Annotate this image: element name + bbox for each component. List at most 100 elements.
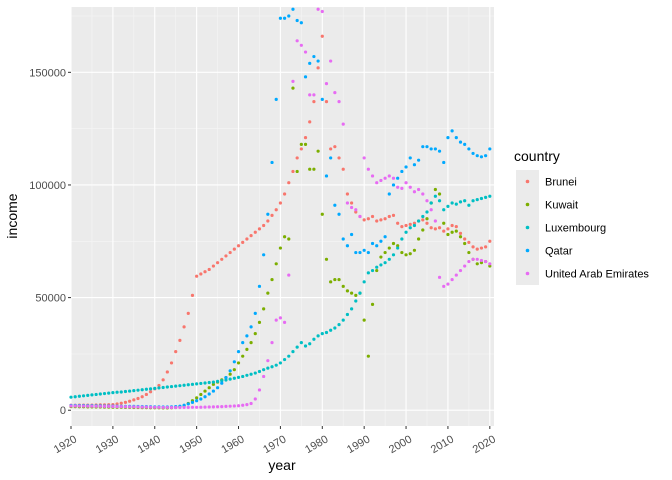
data-point: [475, 262, 479, 266]
data-point: [207, 380, 211, 385]
data-point: [299, 142, 303, 147]
data-point: [366, 250, 370, 255]
data-point: [400, 250, 404, 255]
data-point: [316, 7, 320, 11]
data-point: [329, 328, 333, 332]
data-point: [425, 221, 429, 225]
data-point: [215, 405, 220, 409]
data-point: [249, 325, 253, 329]
x-tick-label: 1930: [94, 433, 121, 456]
data-point: [186, 402, 190, 406]
data-point: [241, 240, 245, 245]
data-point: [324, 174, 329, 178]
data-point: [148, 387, 153, 391]
data-point: [144, 387, 148, 391]
series-luxembourg: [69, 194, 492, 399]
data-point: [488, 239, 492, 243]
data-point: [442, 229, 446, 233]
data-point: [316, 66, 320, 70]
data-point: [329, 156, 333, 160]
data-point: [211, 405, 215, 409]
data-point: [90, 404, 94, 408]
data-point: [454, 202, 458, 206]
data-point: [341, 284, 345, 288]
data-point: [446, 136, 450, 140]
data-point: [362, 318, 366, 322]
data-point: [350, 201, 354, 205]
data-point: [471, 245, 475, 249]
data-point: [287, 14, 291, 18]
data-point: [303, 50, 308, 54]
data-point: [195, 274, 199, 278]
data-point: [358, 291, 362, 295]
data-point: [354, 208, 358, 212]
data-point: [266, 366, 270, 370]
data-point: [199, 392, 203, 397]
data-point: [437, 275, 442, 279]
data-point: [329, 280, 333, 284]
data-point: [425, 199, 429, 203]
data-point: [262, 253, 266, 257]
data-point: [178, 405, 182, 410]
data-point: [236, 375, 241, 379]
data-point: [119, 405, 123, 409]
data-point: [421, 218, 425, 222]
data-point: [308, 61, 312, 65]
y-tick-label: 50000: [35, 293, 66, 305]
data-point: [81, 404, 86, 408]
data-point: [232, 360, 236, 364]
data-point: [379, 239, 383, 243]
legend-key-point: [525, 225, 530, 230]
data-point: [312, 337, 316, 341]
data-point: [341, 318, 345, 322]
data-point: [471, 151, 475, 156]
data-point: [446, 204, 450, 208]
data-point: [144, 392, 148, 397]
data-point: [450, 129, 454, 133]
data-point: [333, 145, 337, 149]
data-point: [203, 395, 207, 399]
data-point: [433, 147, 437, 151]
data-point: [475, 257, 479, 261]
data-point: [169, 384, 174, 389]
data-point: [224, 375, 228, 380]
data-point: [232, 404, 236, 408]
data-point: [308, 120, 312, 124]
data-point: [153, 405, 157, 409]
data-point: [236, 404, 241, 408]
data-point: [98, 392, 102, 396]
data-point: [274, 262, 278, 266]
data-point: [249, 234, 253, 238]
data-point: [182, 325, 186, 329]
data-point: [475, 154, 479, 158]
data-point: [303, 344, 308, 348]
data-point: [161, 385, 165, 390]
data-point: [257, 369, 262, 374]
data-point: [329, 147, 333, 151]
data-point: [370, 268, 375, 273]
data-point: [270, 365, 274, 369]
data-point: [266, 359, 270, 363]
data-point: [458, 231, 463, 235]
data-point: [157, 386, 161, 390]
x-tick-label: 1970: [261, 433, 288, 456]
data-point: [211, 389, 215, 393]
data-point: [190, 382, 195, 386]
data-point: [199, 272, 203, 276]
data-point: [450, 230, 454, 234]
data-point: [417, 237, 421, 241]
data-point: [224, 254, 228, 258]
data-point: [429, 226, 433, 230]
data-point: [241, 354, 245, 358]
data-point: [278, 201, 283, 205]
data-point: [119, 401, 123, 405]
data-point: [102, 404, 107, 408]
series-united-arab-emirates: [69, 7, 492, 410]
data-point: [488, 147, 492, 151]
data-point: [291, 350, 295, 354]
x-tick-label: 2020: [471, 433, 498, 456]
data-point: [291, 79, 295, 83]
data-point: [215, 379, 220, 383]
data-point: [471, 257, 475, 261]
data-point: [274, 363, 278, 367]
